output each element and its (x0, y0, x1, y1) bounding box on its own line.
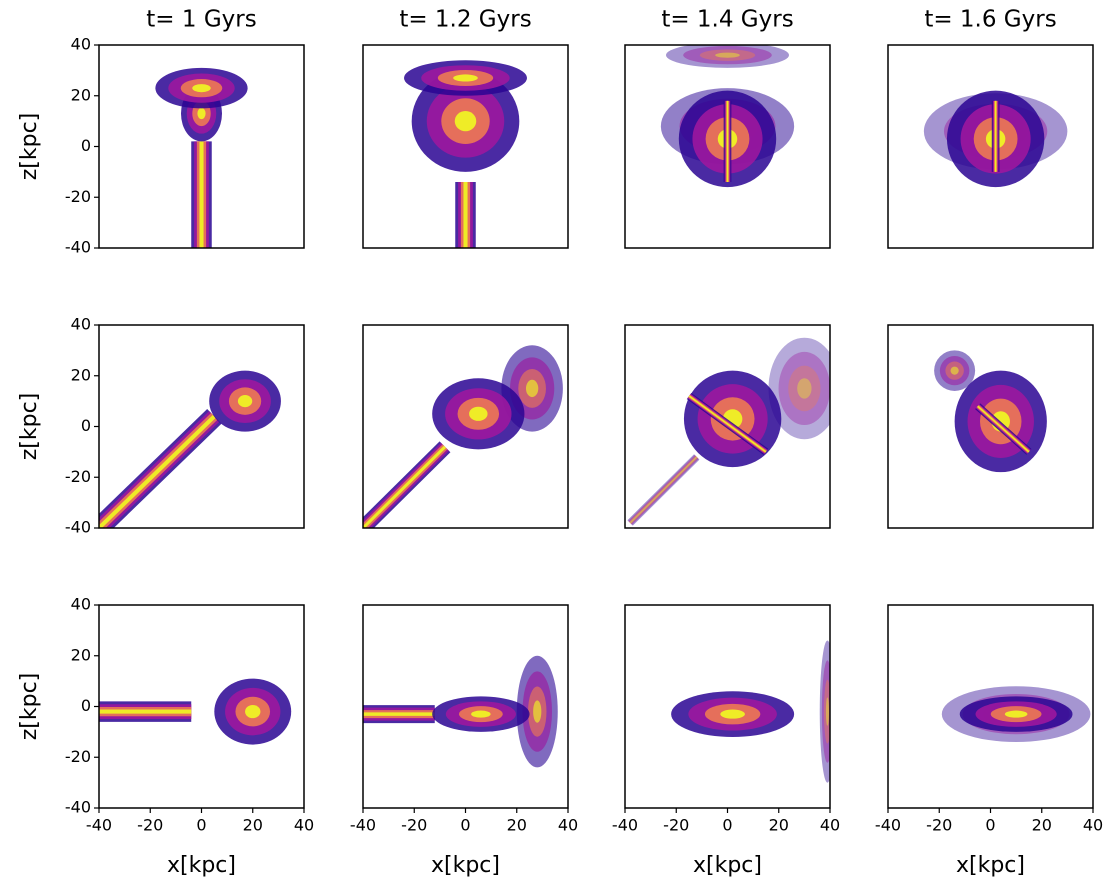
density-blob (469, 406, 488, 421)
panel (363, 655, 558, 768)
panel-frame (362, 44, 569, 249)
panel-frame (362, 324, 569, 529)
y-tick-label: -40 (65, 238, 91, 257)
x-tick-label: -20 (401, 816, 427, 835)
density-blob (778, 351, 830, 425)
y-axis-label: z[kpc] (17, 113, 42, 181)
density-blob (797, 378, 812, 399)
density-stream (363, 445, 447, 528)
x-tick-label: 20 (507, 816, 527, 835)
density-blob (533, 700, 542, 723)
x-tick-label: -40 (350, 816, 376, 835)
x-tick-label: -40 (875, 816, 901, 835)
y-tick-label: 40 (71, 315, 91, 334)
panel-title: t= 1.4 Gyrs (661, 7, 793, 33)
density-blob (699, 49, 756, 61)
panel (155, 67, 248, 248)
x-axis-label: x[kpc] (431, 853, 500, 878)
x-axis-label: x[kpc] (693, 853, 762, 878)
density-blob (245, 704, 261, 719)
panel (99, 370, 281, 528)
density-blob (197, 107, 206, 120)
panel (671, 640, 830, 783)
x-tick-label: -20 (926, 816, 952, 835)
density-blob (454, 110, 477, 132)
panel-frame (887, 324, 1094, 529)
density-stream (627, 454, 700, 526)
y-axis-label: z[kpc] (17, 393, 42, 461)
density-blob (453, 74, 478, 82)
x-tick-label: 0 (722, 816, 732, 835)
density-blob (666, 45, 789, 68)
y-tick-label: 0 (81, 136, 91, 155)
density-blob (237, 395, 253, 408)
panel-frame (624, 44, 831, 249)
y-tick-label: -40 (65, 518, 91, 537)
density-blob (720, 709, 745, 719)
y-tick-label: 40 (71, 35, 91, 54)
panel-frame (887, 44, 1094, 249)
density-blob (788, 365, 821, 412)
y-tick-label: 20 (71, 645, 91, 664)
x-axis-label: x[kpc] (956, 853, 1025, 878)
density-blob (950, 366, 959, 375)
panel (934, 350, 1047, 473)
x-tick-label: 20 (243, 816, 263, 835)
y-tick-label: 0 (81, 416, 91, 435)
x-tick-label: 0 (460, 816, 470, 835)
density-stream (688, 395, 767, 453)
x-tick-label: -20 (137, 816, 163, 835)
density-blob (471, 710, 491, 718)
density-stream (628, 454, 699, 525)
y-tick-label: 20 (71, 365, 91, 384)
density-stream (628, 455, 698, 525)
x-tick-label: -40 (612, 816, 638, 835)
x-tick-label: 20 (1032, 816, 1052, 835)
y-tick-label: -40 (65, 798, 91, 817)
density-blob (715, 52, 740, 58)
density-stream (629, 456, 698, 524)
panel-frame (624, 324, 831, 529)
y-tick-label: 0 (81, 696, 91, 715)
panel (363, 345, 563, 528)
panel (660, 45, 795, 188)
y-tick-label: -20 (65, 747, 91, 766)
x-tick-label: 40 (558, 816, 578, 835)
density-blob (821, 660, 830, 763)
x-tick-label: 40 (820, 816, 840, 835)
density-blob (819, 640, 830, 783)
x-tick-label: 20 (769, 816, 789, 835)
y-axis-label: z[kpc] (17, 673, 42, 741)
panel (404, 60, 527, 248)
density-blob (683, 46, 772, 65)
density-blob (525, 379, 539, 398)
x-tick-label: 0 (196, 816, 206, 835)
density-blob (1004, 710, 1028, 718)
x-tick-label: -40 (86, 816, 112, 835)
panel (99, 678, 292, 745)
panel (923, 90, 1068, 188)
density-blob (768, 337, 830, 440)
y-tick-label: -20 (65, 467, 91, 486)
density-blob (825, 697, 829, 726)
y-tick-label: 20 (71, 85, 91, 104)
panel (941, 686, 1091, 743)
x-axis-label: x[kpc] (167, 853, 236, 878)
density-stream (977, 405, 1030, 453)
density-stream (99, 414, 216, 528)
panel (627, 337, 830, 526)
density-blob (192, 84, 211, 93)
panel-title: t= 1 Gyrs (146, 7, 256, 33)
y-tick-label: 40 (71, 595, 91, 614)
x-tick-label: -20 (663, 816, 689, 835)
x-tick-label: 40 (1083, 816, 1103, 835)
y-tick-label: -20 (65, 187, 91, 206)
x-tick-label: 0 (985, 816, 995, 835)
panel-title: t= 1.2 Gyrs (399, 7, 531, 33)
x-tick-label: 40 (294, 816, 314, 835)
panel-title: t= 1.6 Gyrs (924, 7, 1056, 33)
density-blob (823, 679, 830, 744)
